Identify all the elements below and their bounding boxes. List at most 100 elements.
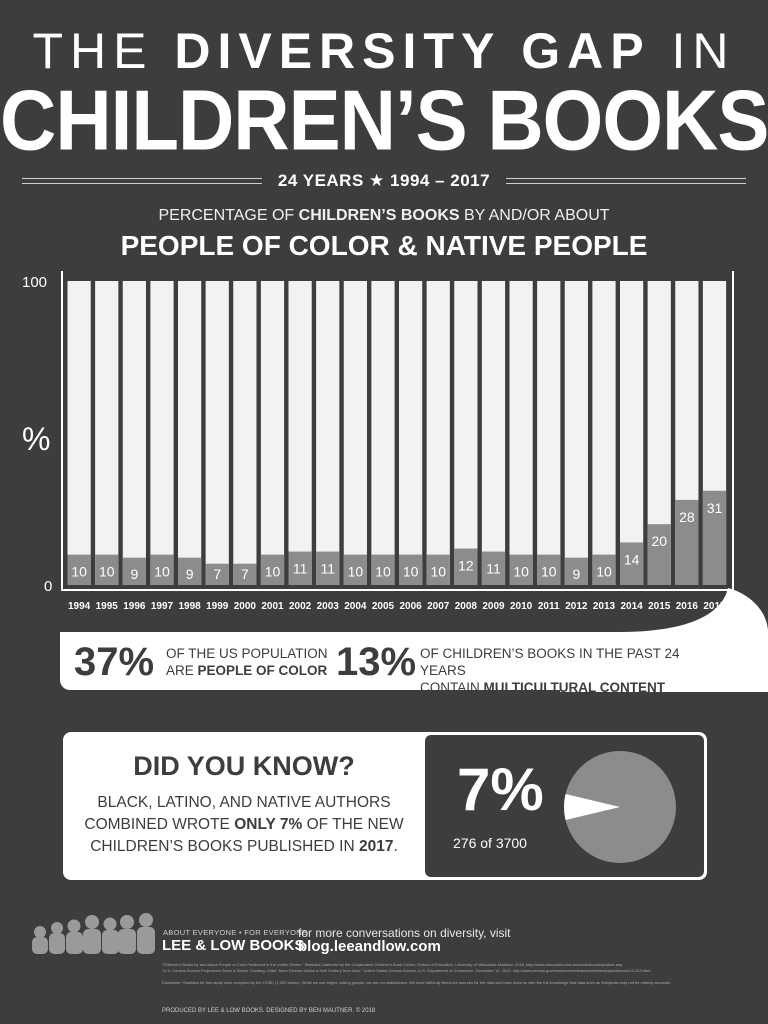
stat-number-books: 13% [336,640,417,684]
stats-banner: 37% OF THE US POPULATION ARE PEOPLE OF C… [60,632,708,695]
y-axis-label: % [22,421,50,457]
stat-number-population: 37% [74,640,155,684]
bar-value-label: 10 [403,564,419,580]
brand-tagline: ABOUT EVERYONE • FOR EVERYONE [163,928,308,937]
bar-value-label: 20 [651,533,667,549]
bar [481,551,506,585]
bar [426,554,450,585]
bar-background [371,281,395,585]
source-citation-2: "U.S. Census Bureau Projections Show a S… [162,968,652,973]
bar-value-label: 9 [186,566,194,582]
bar-value-label: 11 [293,561,308,577]
bar [343,554,367,585]
chart-heading-bold: CHILDREN’S BOOKS [298,207,460,224]
source-citation-1: "Children's Books by and about People of… [162,962,624,967]
stat-part: ARE [166,663,198,678]
chart-heading-part: BY AND/OR ABOUT [459,207,610,224]
bar-background [67,281,91,585]
subtitle: 24 YEARS ★ 1994 – 2017 [0,170,768,192]
x-tick-label: 1996 [123,601,146,612]
bar [371,554,395,585]
chart-heading-part: PERCENTAGE OF [158,207,299,224]
title-part-the: THE [32,23,175,79]
bar-value-label: 10 [99,564,115,580]
bar-value-label: 10 [596,564,612,580]
bar [260,554,285,585]
bar [702,490,727,585]
stat-line: ARE PEOPLE OF COLOR [166,662,328,679]
title-line-1: THE DIVERSITY GAP IN [0,22,768,80]
body-part: . [393,838,398,855]
bar-background [426,281,450,585]
subtitle-years: 24 YEARS [277,171,364,190]
bar-background [316,281,340,585]
x-tick-label: 2013 [593,601,616,612]
x-tick-label: 2017 [703,601,726,612]
y-tick-label: 0 [44,578,52,595]
bar-background [537,281,561,585]
bar-value-label: 10 [348,564,364,580]
bar-background [481,281,506,585]
bar [150,554,174,585]
x-tick-label: 2001 [261,601,284,612]
stat-line: OF THE US POPULATION [166,646,328,661]
bar-background [399,281,423,585]
bar-background [95,281,119,585]
bar [122,557,146,585]
bar-background [592,281,616,585]
x-tick-label: 1997 [151,601,174,612]
did-you-know-heading: DID YOU KNOW? [133,751,355,781]
chart-title: PEOPLE OF COLOR & NATIVE PEOPLE [120,230,648,261]
title-line-2: CHILDREN’S BOOKS [0,71,768,169]
pie-slice [564,793,620,821]
x-tick-label: 2004 [344,601,367,612]
bar [205,563,229,585]
bar [675,499,699,585]
body-part: OF THE NEW CHILDREN’S BOOKS PUBLISHED IN [90,816,404,855]
x-tick-label: 2003 [317,601,340,612]
bar-value-label: 9 [572,566,580,582]
x-tick-label: 2010 [510,601,533,612]
body-part: BLACK, LATINO, AND NATIVE AUTHORS COMBIN… [84,794,391,833]
pie-chart [564,751,676,863]
bar [178,557,202,585]
bar-background [205,281,229,585]
children-silhouettes-logo [32,913,155,954]
blog-link[interactable]: blog.leeandlow.com [298,938,441,955]
x-tick-label: 2009 [482,601,505,612]
x-tick-label: 2012 [565,601,588,612]
bar [288,551,312,585]
x-tick-label: 1998 [178,601,201,612]
disclaimer: Disclaimer: Statistics for this study we… [162,980,672,985]
bar-background [178,281,202,585]
did-you-know-stat-box: 7% 276 of 3700 [425,735,704,877]
x-tick-label: 2016 [676,601,699,612]
bar-value-label: 10 [375,564,391,580]
star-icon: ★ [369,171,385,190]
title-part-in: IN [650,23,736,79]
bar [454,548,478,585]
x-tick-label: 2005 [372,601,395,612]
body-bold: ONLY 7% [234,816,303,833]
bar-value-label: 10 [71,564,87,580]
stat-bold: MULTICULTURAL CONTENT [483,680,665,695]
bar [537,554,561,585]
bar-background [564,281,588,585]
x-tick-label: 2007 [427,601,450,612]
x-tick-label: 2011 [538,601,560,612]
bar-value-label: 10 [430,564,446,580]
bar-background [233,281,257,585]
bar-value-label: 12 [458,558,474,574]
bar [509,554,533,585]
chart-heading-small: PERCENTAGE OF CHILDREN’S BOOKS BY AND/OR… [0,206,768,226]
bar-value-label: 10 [265,564,281,580]
bar-value-label: 11 [486,561,501,577]
body-bold: 2017 [358,838,394,855]
bar-background [150,281,174,585]
bar-value-label: 14 [624,551,640,567]
bar-background [343,281,367,585]
bar-background [288,281,312,585]
bar-chart: 100 0% 10 1994 10 1995 9 1996 10 1997 9 1998 7 1999 7 2… [22,271,734,612]
bar [67,554,91,585]
produced-by: PRODUCED BY LEE & LOW BOOKS. DESIGNED BY… [162,1008,376,1014]
